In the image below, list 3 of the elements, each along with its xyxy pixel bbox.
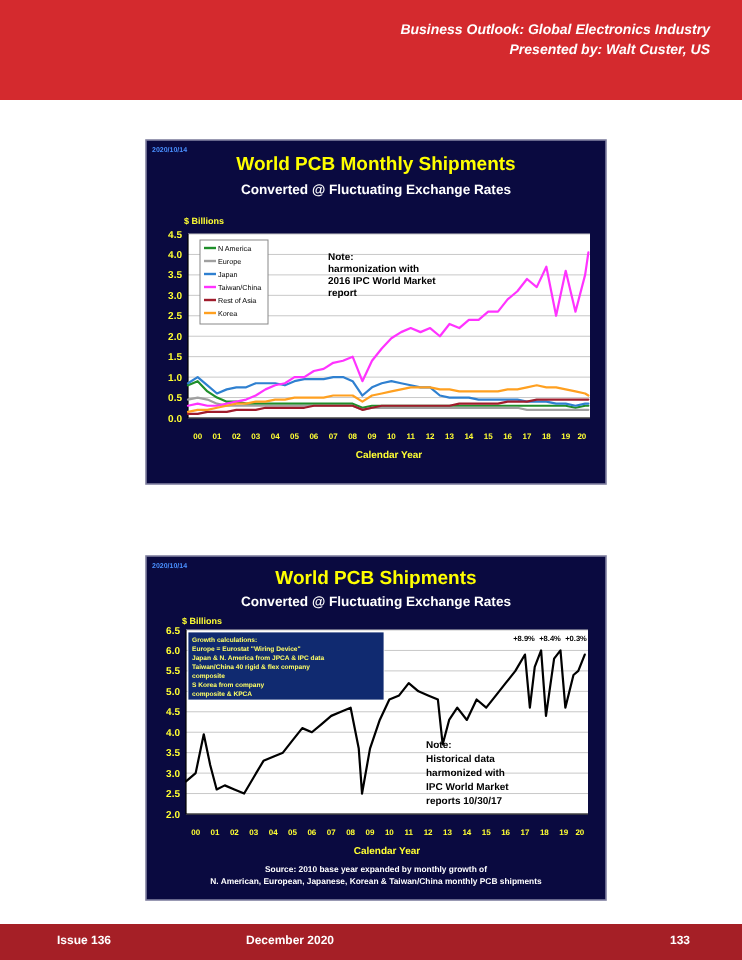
chart-title: World PCB Monthly Shipments <box>236 154 516 176</box>
chart-title: World PCB Shipments <box>275 568 477 590</box>
line-series <box>186 251 590 407</box>
